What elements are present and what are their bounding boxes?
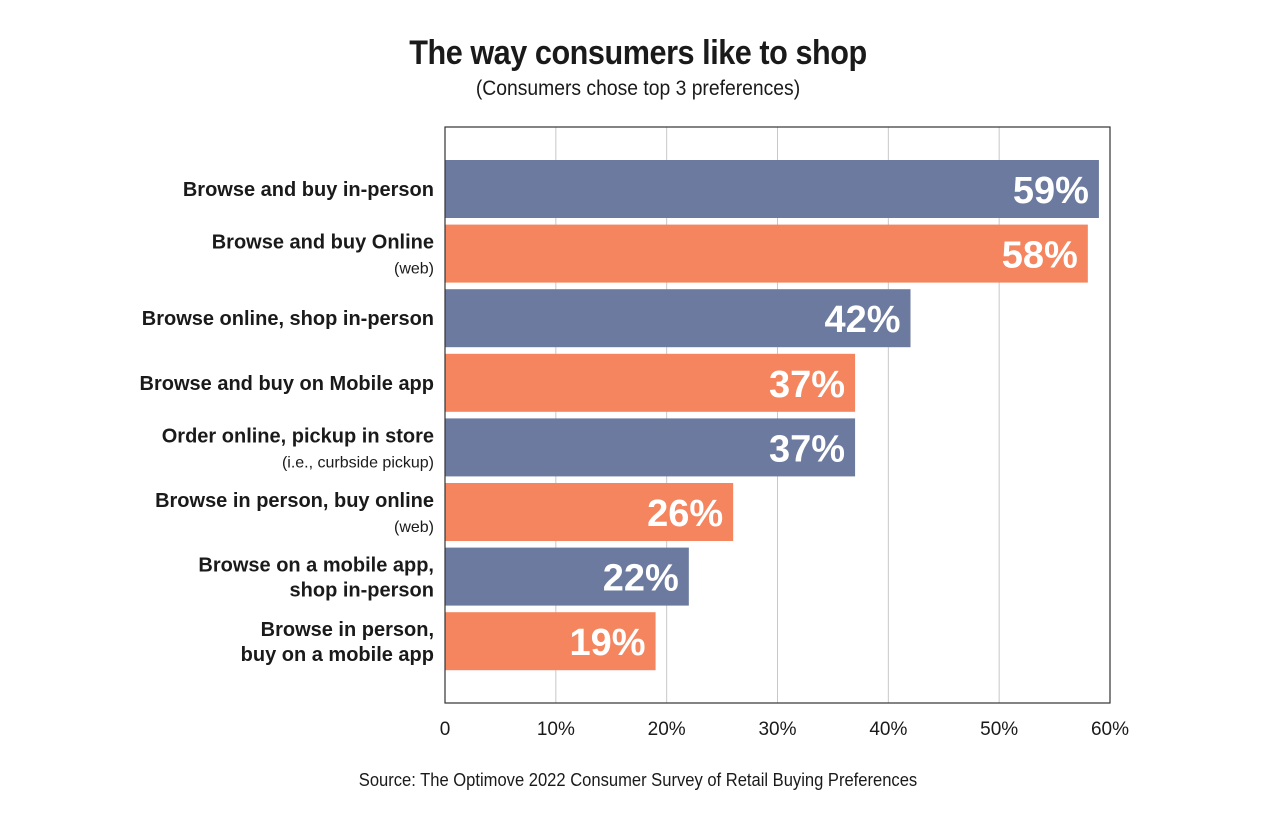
x-axis-ticks: 0 10% 20% 30% 40% 50% 60% <box>440 719 1129 740</box>
category-label: Browse online, shop in-person <box>142 308 434 330</box>
category-label: Browse and buy in-person <box>183 179 434 201</box>
bar <box>445 224 1088 283</box>
category-label: shop in-person <box>290 580 434 602</box>
data-label: 19% <box>570 622 646 664</box>
category-label: Order online, pickup in store <box>162 425 434 447</box>
data-label: 59% <box>1013 170 1089 212</box>
category-label: Browse in person, <box>261 619 434 641</box>
category-label: (i.e., curbside pickup) <box>282 454 434 471</box>
data-label: 37% <box>769 428 845 470</box>
category-label: buy on a mobile app <box>241 644 434 666</box>
plot-frame <box>444 126 1111 704</box>
data-label: 58% <box>1002 235 1078 277</box>
data-label: 37% <box>769 364 845 406</box>
data-label: 26% <box>647 493 723 535</box>
bar <box>445 353 856 412</box>
x-tick-label: 40% <box>869 719 907 740</box>
x-tick-label: 10% <box>537 719 575 740</box>
category-label: Browse on a mobile app, <box>198 555 434 577</box>
x-tick-label: 60% <box>1091 719 1129 740</box>
category-labels: Browse and buy in-person Browse and buy O… <box>140 179 434 666</box>
chart-source: Source: The Optimove 2022 Consumer Surve… <box>358 770 918 790</box>
x-tick-label: 30% <box>758 719 796 740</box>
category-label: (web) <box>394 519 434 536</box>
category-label: Browse and buy Online <box>212 232 434 254</box>
bar <box>445 160 1099 218</box>
data-label: 22% <box>603 558 679 600</box>
chart-subtitle: (Consumers chose top 3 preferences) <box>475 77 801 100</box>
category-label: Browse in person, buy online <box>155 490 434 512</box>
gridlines <box>555 127 1000 703</box>
bar <box>445 547 689 606</box>
chart-title: The way consumers like to shop <box>409 34 867 72</box>
bar <box>445 289 911 348</box>
category-label: (web) <box>394 261 434 278</box>
bar <box>445 483 734 541</box>
x-tick-label: 20% <box>648 719 686 740</box>
bar <box>445 612 656 671</box>
category-label: Browse and buy on Mobile app <box>140 373 434 395</box>
x-tick-label: 50% <box>980 719 1018 740</box>
x-tick-label: 0 <box>440 719 451 740</box>
bars: 59% 58% 42% 37% 37% 26% 22% 19% <box>445 160 1099 671</box>
data-label: 42% <box>824 299 900 341</box>
bar <box>445 418 856 477</box>
